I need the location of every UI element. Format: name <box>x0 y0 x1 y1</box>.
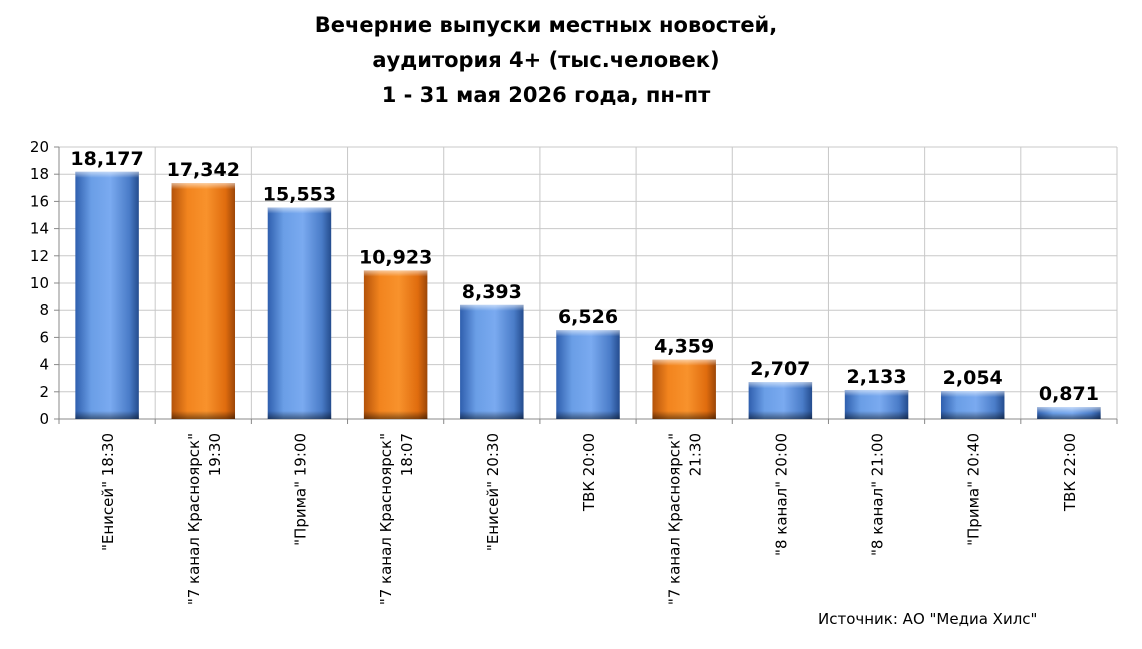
bar-bottom-shade <box>171 411 236 419</box>
bar <box>652 359 716 419</box>
bar-body <box>460 304 524 419</box>
y-tick-label: 18 <box>30 165 49 183</box>
bar-bottom-shade <box>267 411 332 419</box>
category-label-line: ТВК 22:00 <box>1061 433 1079 512</box>
category-label-line: ТВК 20:00 <box>580 433 598 512</box>
y-tick-label: 10 <box>30 274 49 292</box>
category-label-line: "Прима" 19:00 <box>291 433 309 546</box>
chart-title: Вечерние выпуски местных новостей, аудит… <box>0 8 1092 113</box>
bar-body <box>75 171 139 419</box>
category-label-line: "7 канал Красноярск" <box>377 433 395 605</box>
bar <box>556 330 620 419</box>
category-label-line: "8 канал" 21:00 <box>869 433 887 556</box>
labels-layer: 0 2 4 6 8 10 12 14 16 18 20 18,177 "Енисей" 18:30 17,… <box>30 138 1099 605</box>
bars-layer <box>75 171 1101 419</box>
chart-title-line-1: Вечерние выпуски местных новостей, <box>314 13 778 37</box>
bar <box>363 270 428 419</box>
bar <box>75 171 139 419</box>
bar-bottom-shade <box>460 411 524 419</box>
category-label: "7 канал Красноярск" 19:30 <box>185 433 224 605</box>
bar-body <box>556 330 620 419</box>
y-tick-label: 4 <box>39 356 49 374</box>
y-tick-label: 8 <box>39 301 49 319</box>
category-label-line: "7 канал Красноярск" <box>666 433 684 605</box>
bar-bottom-shade <box>940 411 1005 419</box>
data-label: 0,871 <box>1039 383 1099 405</box>
category-label-line: "Прима" 20:40 <box>965 433 983 546</box>
bar-body <box>363 270 428 419</box>
bar-top-highlight <box>75 171 139 178</box>
chart-title-line-2: аудитория 4+ (тыс.человек) <box>372 48 720 72</box>
category-label-line: 19:30 <box>206 433 224 476</box>
data-label: 2,133 <box>846 366 906 388</box>
category-label: "7 канал Красноярск" 18:07 <box>377 433 416 605</box>
bar-body <box>171 183 236 419</box>
data-label: 2,707 <box>750 358 810 380</box>
y-tick-label: 0 <box>39 410 49 428</box>
bar-bottom-shade <box>75 411 139 419</box>
data-label: 8,393 <box>462 281 522 303</box>
category-label-line: "Енисей" 18:30 <box>99 433 117 551</box>
bar-body <box>267 207 332 419</box>
bar <box>267 207 332 419</box>
y-tick-label: 16 <box>30 192 49 210</box>
category-label: "8 канал" 20:00 <box>772 433 790 556</box>
data-label: 10,923 <box>359 246 432 268</box>
bar-top-highlight <box>748 382 813 389</box>
category-label-line: "8 канал" 20:00 <box>772 433 790 556</box>
y-tick-label: 2 <box>39 383 49 401</box>
data-label: 15,553 <box>263 183 336 205</box>
category-label: ТВК 20:00 <box>580 433 598 512</box>
category-label: "Енисей" 20:30 <box>484 433 502 551</box>
bar-top-highlight <box>556 330 620 337</box>
bar <box>844 389 909 419</box>
bar-bottom-shade <box>363 411 428 419</box>
bar <box>1037 407 1101 419</box>
category-label-line: 18:07 <box>398 433 416 476</box>
category-label: "7 канал Красноярск" 21:30 <box>666 433 705 605</box>
y-tick-label: 14 <box>30 220 49 238</box>
category-label: ТВК 22:00 <box>1061 433 1079 512</box>
category-label: "Прима" 20:40 <box>965 433 983 546</box>
category-label-line: 21:30 <box>687 433 705 476</box>
data-label: 17,342 <box>167 159 240 181</box>
y-tick-label: 12 <box>30 247 49 265</box>
category-label-line: "7 канал Красноярск" <box>185 433 203 605</box>
bar <box>460 304 524 419</box>
y-tick-label: 6 <box>39 328 49 346</box>
bar <box>171 183 236 419</box>
bar-bottom-shade <box>844 411 909 419</box>
category-label: "Прима" 19:00 <box>291 433 309 546</box>
source-note: Источник: АО "Медиа Хилс" <box>818 610 1038 628</box>
data-label: 2,054 <box>943 367 1003 389</box>
category-label: "8 канал" 21:00 <box>869 433 887 556</box>
bar-top-highlight <box>460 304 524 311</box>
data-label: 18,177 <box>70 148 143 170</box>
bar-top-highlight <box>940 391 1005 398</box>
bar-top-highlight <box>1037 407 1101 414</box>
bar <box>748 382 813 419</box>
chart-title-line-3: 1 - 31 мая 2026 года, пн-пт <box>381 83 711 107</box>
bar <box>940 391 1005 419</box>
bar-bottom-shade <box>1037 413 1101 419</box>
bar-top-highlight <box>844 389 909 396</box>
data-label: 6,526 <box>558 306 618 328</box>
bar-top-highlight <box>652 359 716 366</box>
bar-body <box>652 359 716 419</box>
bar-top-highlight <box>171 183 236 190</box>
bar-bottom-shade <box>652 411 716 419</box>
y-tick-label: 20 <box>30 138 49 156</box>
bar-bottom-shade <box>556 411 620 419</box>
bar-top-highlight <box>363 270 428 277</box>
category-label: "Енисей" 18:30 <box>99 433 117 551</box>
bar-bottom-shade <box>748 411 813 419</box>
category-label-line: "Енисей" 20:30 <box>484 433 502 551</box>
bar-top-highlight <box>267 207 332 214</box>
data-label: 4,359 <box>654 336 714 358</box>
